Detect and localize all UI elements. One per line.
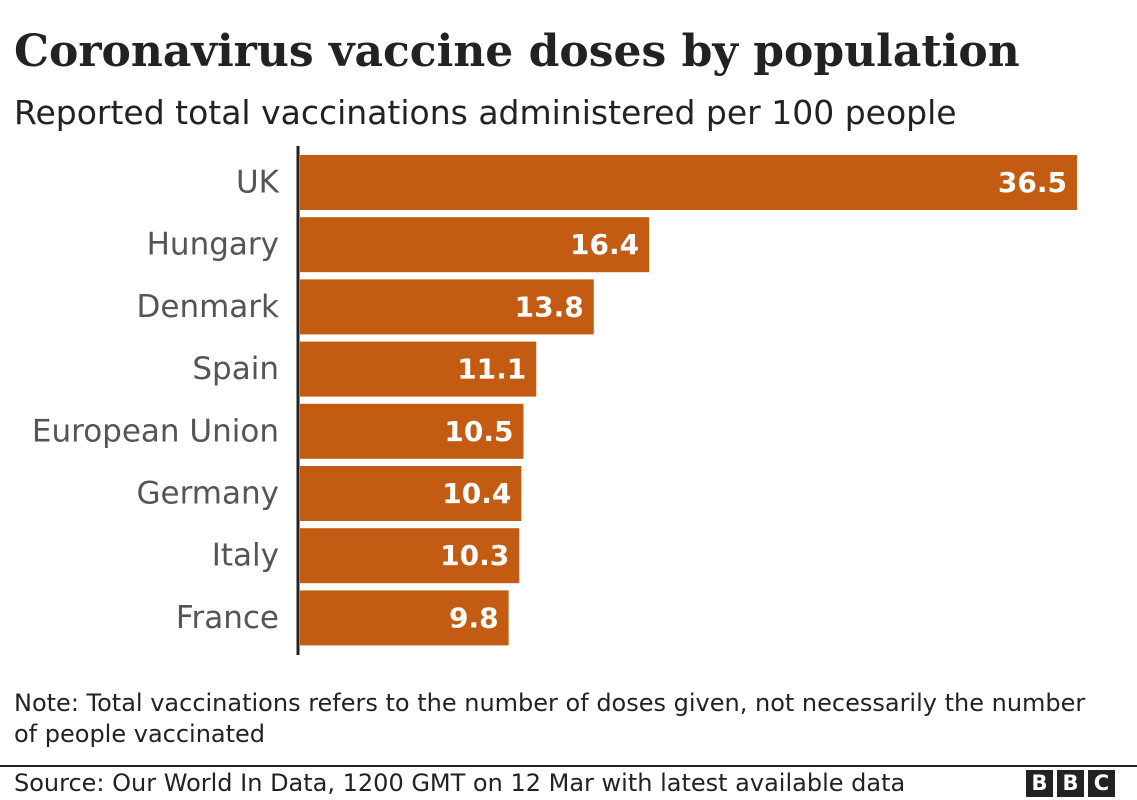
bar (300, 217, 650, 273)
value-label: 9.8 (449, 601, 499, 634)
value-label: 13.8 (515, 290, 584, 323)
value-label: 10.3 (440, 539, 509, 572)
footer-divider (0, 765, 1137, 767)
bar (300, 155, 1077, 210)
value-label: 10.4 (442, 477, 511, 510)
bar-chart: UK 36.5 Hungary 16.4 Denmark 13.8 Spain 11.1 Eur… (32, 146, 1077, 655)
logo-letter: B (1026, 770, 1053, 797)
value-label: 36.5 (998, 166, 1067, 199)
category-label: France (176, 600, 279, 636)
category-label: Germany (137, 476, 279, 512)
category-label: UK (236, 165, 280, 201)
category-label: Italy (212, 538, 279, 574)
category-label: Spain (192, 351, 279, 387)
chart-subtitle: Reported total vaccinations administered… (14, 93, 957, 132)
category-label: European Union (32, 413, 279, 449)
bars-group: UK 36.5 Hungary 16.4 Denmark 13.8 Spain 11.1 Eur… (32, 155, 1077, 646)
bar (300, 341, 537, 397)
bbc-logo: B B C (1026, 770, 1115, 797)
bar (300, 279, 594, 335)
bar (300, 590, 509, 646)
category-label: Hungary (147, 227, 279, 263)
source-text: Source: Our World In Data, 1200 GMT on 1… (14, 769, 906, 797)
bar (300, 466, 522, 521)
value-label: 11.1 (457, 353, 526, 386)
footnote: Note: Total vaccinations refers to the n… (14, 689, 1086, 748)
value-label: 10.5 (444, 415, 513, 448)
chart-title: Coronavirus vaccine doses by population (14, 26, 1020, 77)
logo-letter: B (1057, 770, 1084, 797)
category-label: Denmark (137, 289, 280, 325)
bar (300, 528, 520, 584)
value-label: 16.4 (570, 228, 639, 261)
logo-letter: C (1088, 770, 1115, 797)
bar (300, 403, 524, 459)
